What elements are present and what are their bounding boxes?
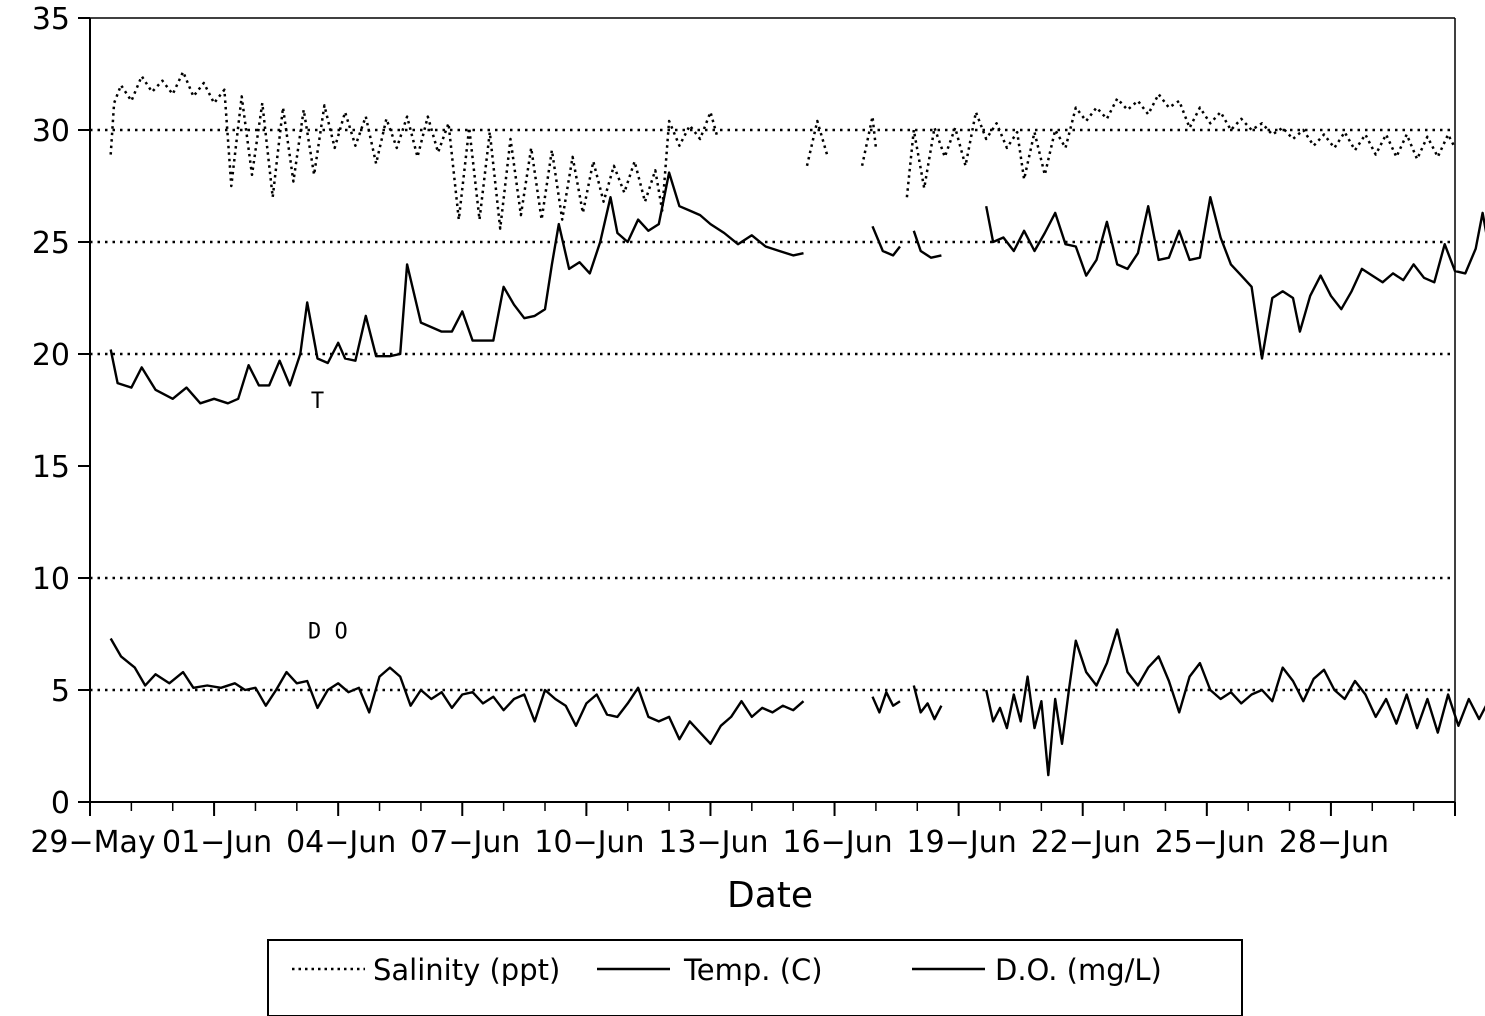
x-tick-label: 13−Jun	[658, 825, 768, 860]
x-tick-label: 07−Jun	[410, 825, 520, 860]
x-tick-label: 29−May	[30, 825, 155, 860]
series-lines	[109, 70, 1485, 777]
grid-lines	[90, 128, 1455, 692]
legend-label: D.O. (mg/L)	[995, 953, 1162, 987]
y-tick-label: 10	[32, 562, 70, 597]
series-line-2	[109, 628, 1485, 777]
annotations: T D O	[308, 389, 348, 645]
annotation-label: D O	[308, 619, 348, 644]
legend: Salinity (ppt) Temp. (C) D.O. (mg/L)	[267, 939, 1243, 1016]
x-tick-label: 19−Jun	[907, 825, 1017, 860]
y-tick-label: 20	[32, 338, 70, 373]
x-tick-label: 01−Jun	[162, 825, 272, 860]
y-tick-label: 25	[32, 226, 70, 261]
x-tick-label: 25−Jun	[1155, 825, 1265, 860]
legend-box	[267, 939, 1243, 1016]
axes	[78, 17, 1456, 816]
series-line-0	[109, 70, 1457, 230]
x-tick-label: 22−Jun	[1031, 825, 1141, 860]
y-tick-label: 35	[32, 2, 70, 37]
x-tick-label: 10−Jun	[534, 825, 644, 860]
y-tick-label: 0	[51, 786, 70, 821]
x-tick-label: 04−Jun	[286, 825, 396, 860]
x-tick-label: 16−Jun	[782, 825, 892, 860]
x-axis-title: Date	[727, 875, 813, 916]
y-tick-label: 5	[51, 674, 70, 709]
x-tick-label: 28−Jun	[1279, 825, 1389, 860]
legend-label: Salinity (ppt)	[373, 953, 560, 987]
legend-label: Temp. (C)	[683, 953, 823, 987]
annotation-label: T	[311, 389, 324, 414]
y-tick-label: 30	[32, 114, 70, 149]
y-tick-label: 15	[32, 450, 70, 485]
series-line-1	[109, 171, 1485, 405]
tick-labels: 0 5 10 15 20 25 30 35 29−May 01−Jun 04−Jun 07−Jun 10…	[30, 2, 1389, 860]
